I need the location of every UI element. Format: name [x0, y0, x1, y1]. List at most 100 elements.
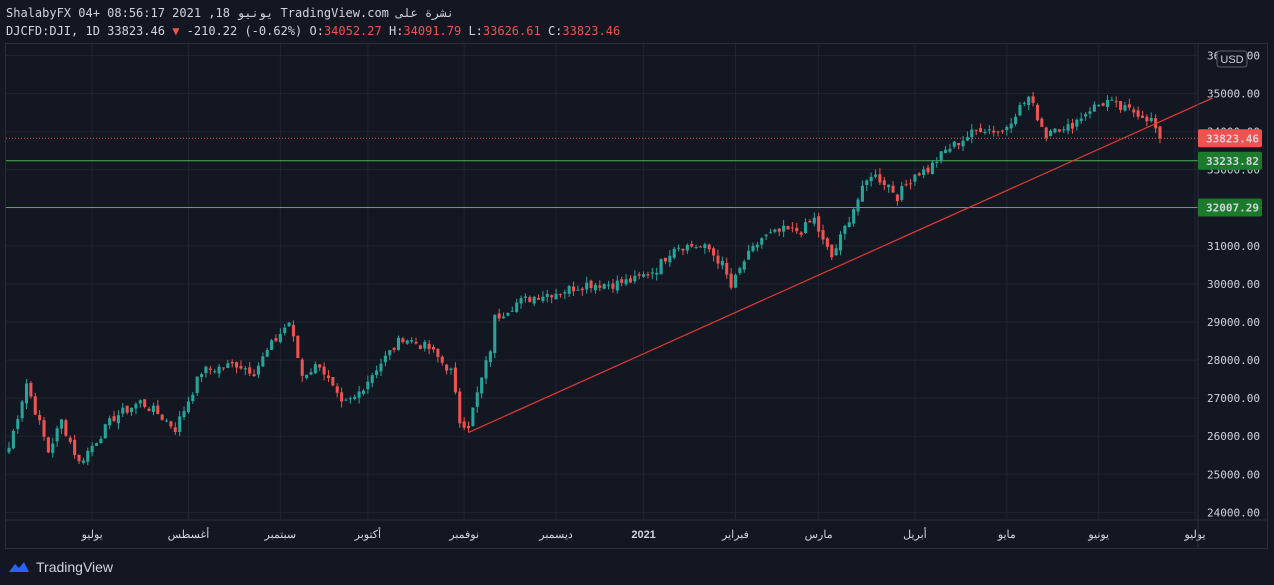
candle-body[interactable] [615, 280, 619, 291]
candle-body[interactable] [637, 274, 641, 276]
candle-body[interactable] [59, 419, 64, 429]
candle-body[interactable] [873, 174, 878, 177]
candle-body[interactable] [751, 245, 755, 252]
candle-body[interactable] [64, 420, 68, 436]
candle-body[interactable] [357, 391, 361, 398]
candle-body[interactable] [370, 375, 374, 383]
candle-body[interactable] [935, 162, 939, 164]
candle-body[interactable] [904, 184, 908, 186]
candle-body[interactable] [939, 151, 943, 161]
candle-body[interactable] [755, 244, 759, 248]
candle-body[interactable] [760, 238, 764, 245]
candle-body[interactable] [1088, 111, 1092, 114]
candle-body[interactable] [554, 293, 558, 300]
candle-body[interactable] [624, 279, 628, 285]
candle-body[interactable] [825, 238, 829, 247]
candle-body[interactable] [1057, 129, 1061, 132]
trendline[interactable] [468, 97, 1213, 433]
candle-body[interactable] [322, 366, 326, 375]
candle-body[interactable] [143, 399, 147, 407]
candle-body[interactable] [795, 227, 799, 232]
candle-body[interactable] [335, 386, 339, 393]
candle-body[interactable] [550, 295, 554, 298]
candle-body[interactable] [887, 184, 891, 188]
candle-body[interactable] [318, 364, 322, 368]
candle-body[interactable] [860, 185, 864, 202]
candle-body[interactable] [261, 356, 265, 367]
candle-body[interactable] [125, 405, 129, 413]
candle-body[interactable] [20, 401, 24, 419]
candle-body[interactable] [519, 298, 523, 304]
candle-body[interactable] [436, 348, 440, 357]
candle-body[interactable] [620, 279, 624, 283]
candle-body[interactable] [73, 439, 77, 456]
candle-body[interactable] [130, 407, 134, 413]
candle-body[interactable] [252, 374, 256, 376]
candle-body[interactable] [698, 246, 703, 248]
candle-body[interactable] [558, 294, 562, 296]
candle-body[interactable] [961, 140, 965, 147]
candle-body[interactable] [94, 443, 99, 446]
candle-body[interactable] [1035, 104, 1039, 121]
candle-body[interactable] [38, 415, 42, 421]
candle-body[interactable] [375, 370, 379, 375]
candle-body[interactable] [983, 131, 987, 134]
candle-body[interactable] [90, 445, 94, 453]
candle-body[interactable] [313, 364, 317, 374]
candle-body[interactable] [204, 366, 208, 374]
candle-body[interactable] [361, 390, 366, 394]
footer-brand[interactable]: TradingView [8, 556, 113, 578]
candle-body[interactable] [1070, 123, 1074, 129]
candle-body[interactable] [488, 351, 492, 363]
candle-body[interactable] [178, 416, 182, 432]
candle-body[interactable] [414, 341, 418, 344]
candle-body[interactable] [1009, 123, 1013, 129]
candle-body[interactable] [493, 314, 497, 353]
candle-body[interactable] [1053, 128, 1057, 133]
candle-body[interactable] [917, 173, 921, 176]
candle-body[interactable] [86, 450, 90, 462]
candle-body[interactable] [510, 310, 514, 312]
candle-body[interactable] [248, 367, 252, 374]
candle-body[interactable] [383, 355, 387, 363]
candle-body[interactable] [773, 229, 777, 232]
candle-body[interactable] [537, 297, 541, 300]
candle-body[interactable] [532, 296, 536, 304]
candle-body[interactable] [869, 176, 873, 182]
candle-body[interactable] [213, 371, 217, 373]
candle-body[interactable] [729, 273, 733, 288]
candle-body[interactable] [663, 257, 667, 262]
candle-body[interactable] [1110, 99, 1114, 101]
candle-body[interactable] [230, 361, 234, 364]
candle-body[interactable] [1123, 105, 1127, 111]
candle-body[interactable] [768, 232, 773, 234]
candle-body[interactable] [24, 383, 29, 404]
candle-body[interactable] [410, 340, 414, 342]
candle-body[interactable] [576, 289, 580, 291]
candle-body[interactable] [742, 261, 746, 270]
candle-body[interactable] [440, 356, 444, 363]
candle-body[interactable] [957, 142, 961, 146]
candle-body[interactable] [305, 374, 309, 379]
candle-body[interactable] [195, 376, 199, 394]
candle-body[interactable] [243, 368, 247, 370]
candle-body[interactable] [1022, 102, 1026, 104]
candle-body[interactable] [628, 278, 632, 283]
candle-body[interactable] [77, 454, 81, 462]
candle-body[interactable] [484, 360, 488, 379]
candle-body[interactable] [1079, 118, 1083, 122]
candle-body[interactable] [808, 220, 812, 223]
candle-body[interactable] [1027, 96, 1031, 106]
candle-body[interactable] [449, 368, 453, 370]
candle-body[interactable] [1114, 101, 1118, 103]
candle-body[interactable] [1145, 116, 1149, 122]
candle-body[interactable] [239, 366, 243, 369]
candle-body[interactable] [191, 394, 195, 402]
candle-body[interactable] [51, 443, 55, 453]
candle-body[interactable] [838, 234, 843, 251]
candle-body[interactable] [217, 366, 221, 374]
candle-body[interactable] [7, 447, 11, 453]
candle-body[interactable] [786, 226, 790, 230]
candle-body[interactable] [1075, 119, 1079, 127]
